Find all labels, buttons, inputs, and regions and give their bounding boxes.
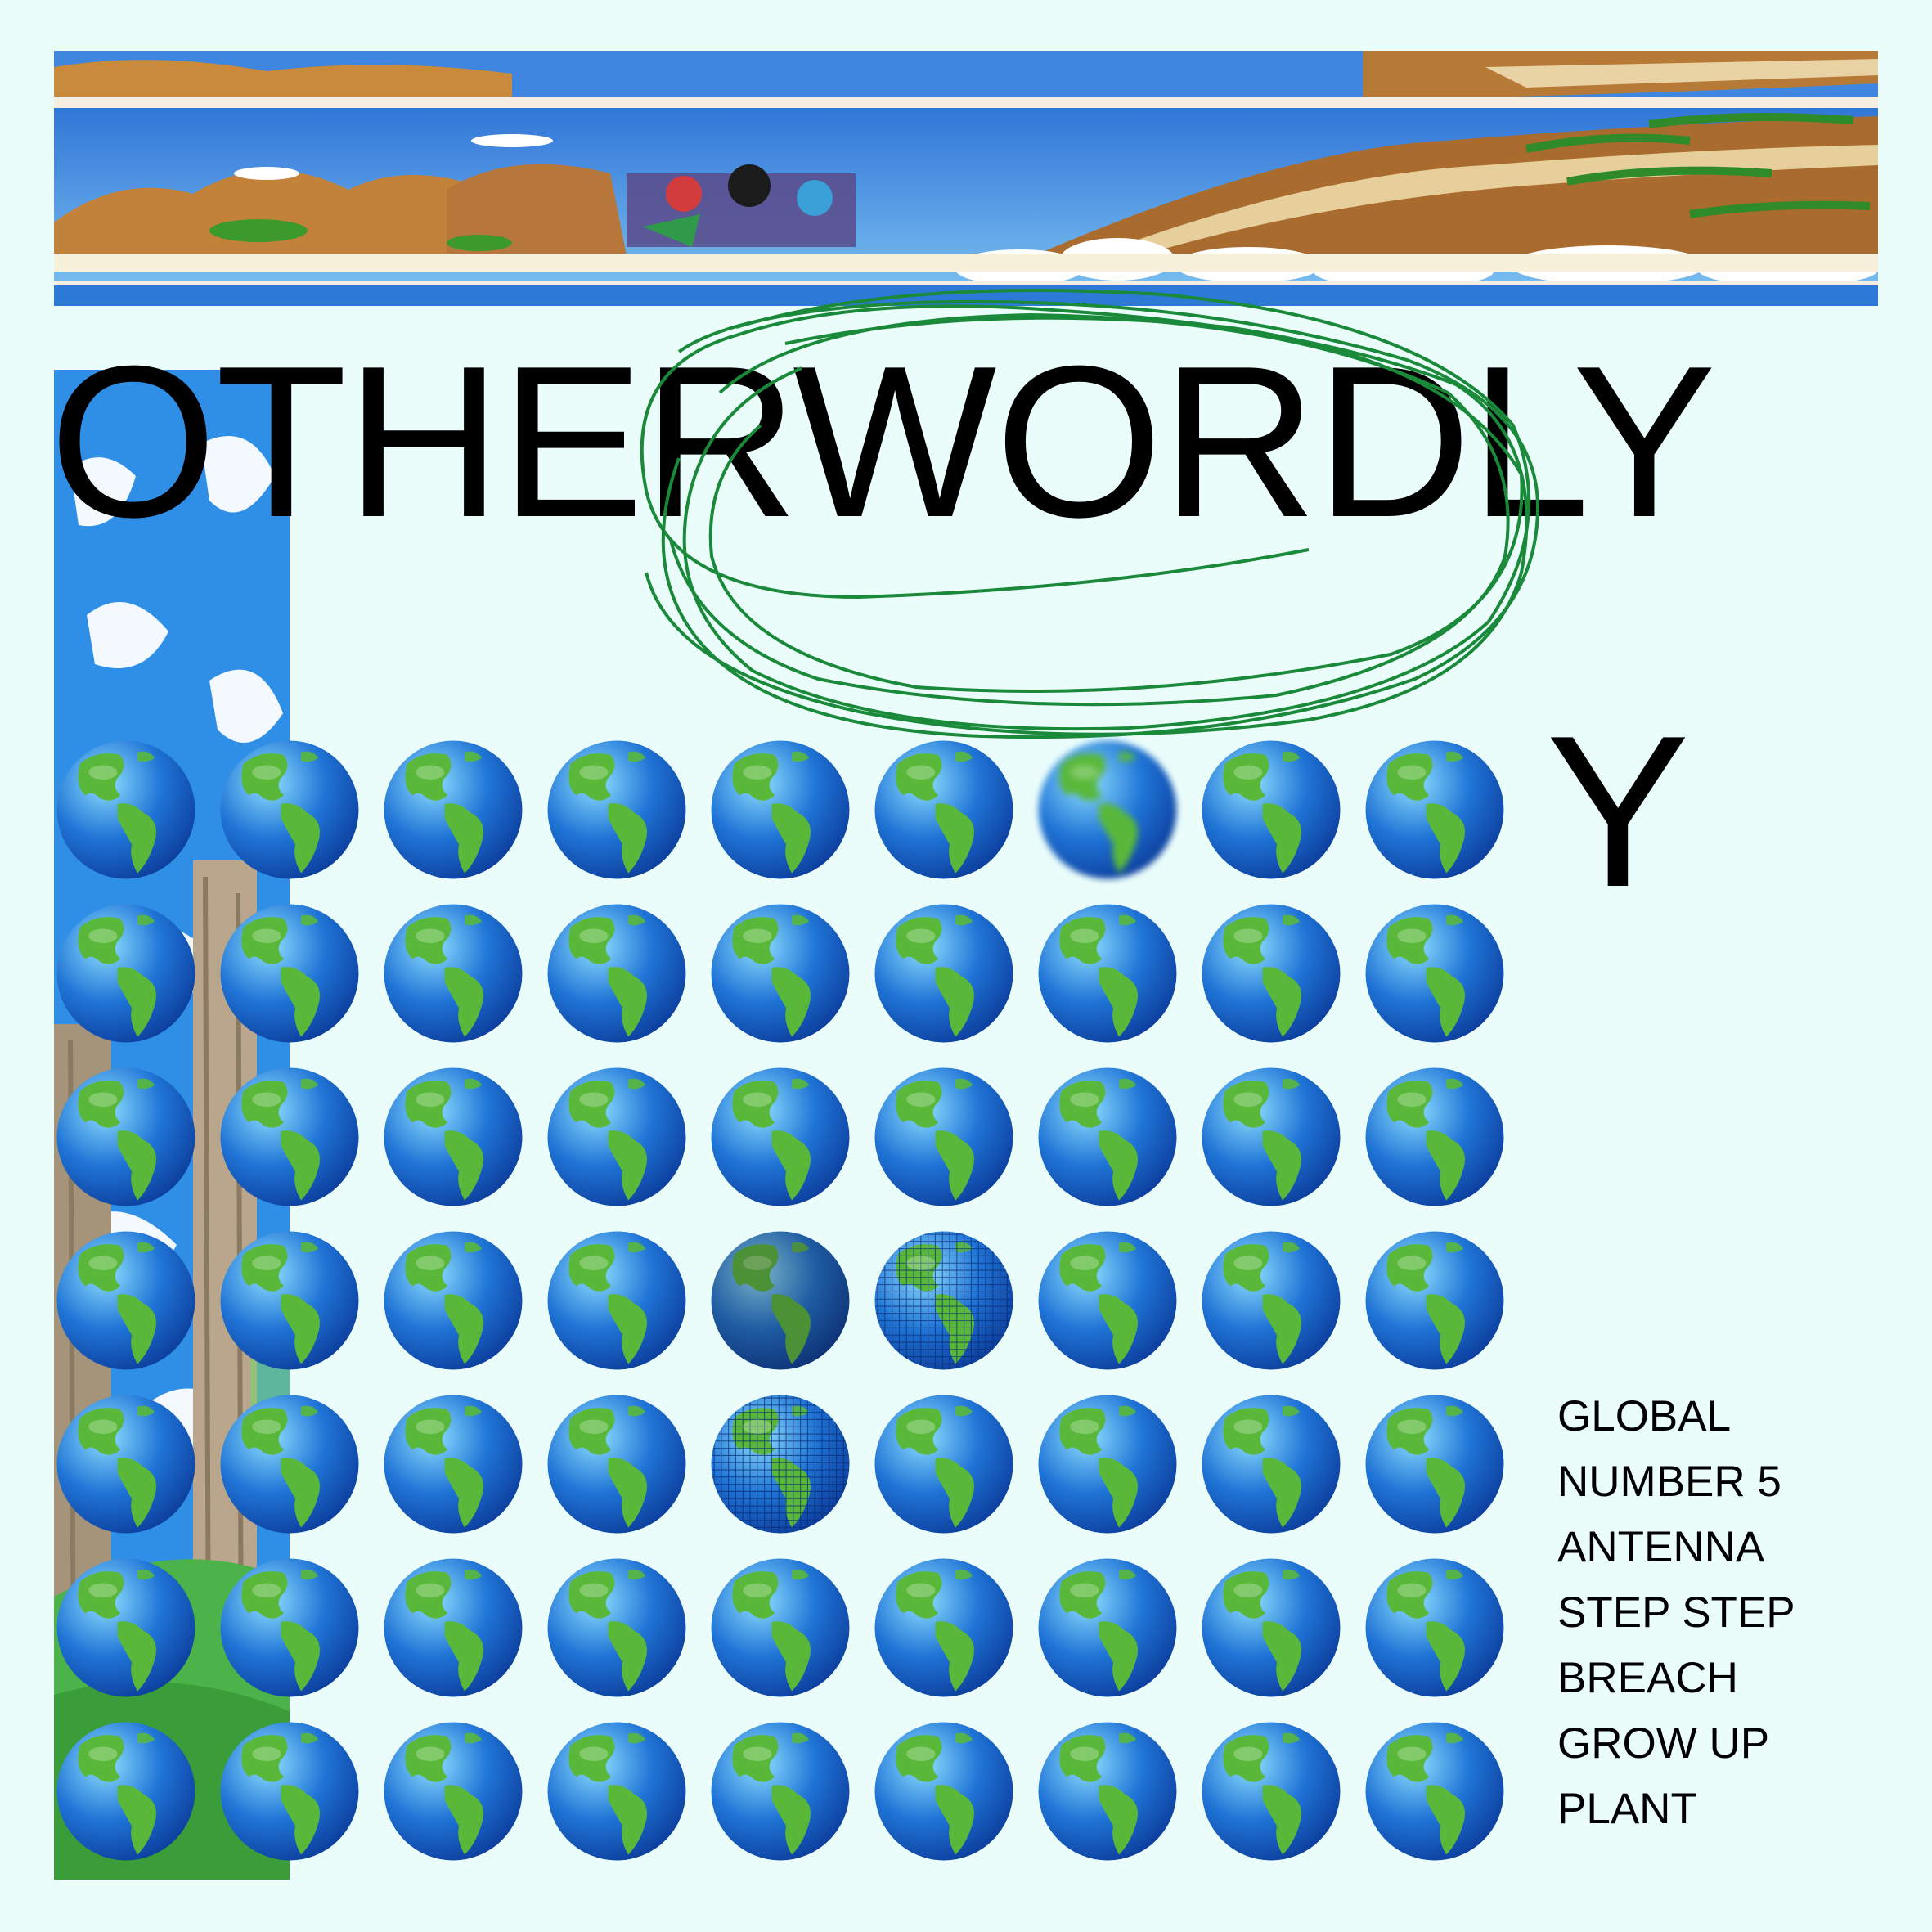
earth-globe-americas-icon bbox=[874, 1558, 1013, 1697]
earth-globe-americas-icon bbox=[711, 1395, 850, 1534]
earth-globe-americas-icon bbox=[384, 1395, 523, 1534]
word-list-item: NUMBER 5 bbox=[1557, 1458, 1781, 1506]
earth-globe-americas-icon bbox=[384, 1231, 523, 1370]
earth-globe-americas-icon bbox=[1202, 1067, 1341, 1206]
earth-globe-americas-icon bbox=[1365, 1231, 1504, 1370]
earth-globe-americas-icon bbox=[1038, 1722, 1177, 1861]
word-list-item: GROW UP bbox=[1557, 1719, 1770, 1768]
earth-globe-americas-icon bbox=[1202, 1558, 1341, 1697]
word-list-item: PLANT bbox=[1557, 1785, 1697, 1833]
earth-globe-americas-icon bbox=[711, 1722, 850, 1861]
earth-globe-americas-icon bbox=[711, 1231, 850, 1370]
word-list-item: BREACH bbox=[1557, 1654, 1738, 1702]
earth-globe-americas-icon bbox=[1202, 1722, 1341, 1861]
earth-globe-americas-icon bbox=[874, 740, 1013, 879]
earth-globe-americas-icon bbox=[874, 904, 1013, 1043]
earth-globe-americas-icon bbox=[874, 1231, 1013, 1370]
earth-globe-americas-icon bbox=[384, 1722, 523, 1861]
earth-globe-americas-icon bbox=[711, 904, 850, 1043]
word-list: GLOBAL NUMBER 5 ANTENNA STEP STEP BREACH GROW… bbox=[1557, 1384, 1795, 1842]
earth-globe-americas-icon bbox=[220, 1395, 359, 1534]
earth-globe-americas-icon bbox=[1202, 1395, 1341, 1534]
earth-globe-americas-icon bbox=[1365, 1558, 1504, 1697]
earth-globe-americas-icon bbox=[1365, 1067, 1504, 1206]
earth-globe-americas-icon bbox=[220, 740, 359, 879]
earth-globe-americas-icon bbox=[56, 740, 195, 879]
earth-globe-americas-icon bbox=[1202, 1231, 1341, 1370]
earth-globe-americas-icon bbox=[711, 740, 850, 879]
earth-globe-americas-icon bbox=[1038, 740, 1177, 879]
word-list-item: ANTENNA bbox=[1557, 1523, 1765, 1571]
earth-globe-americas-icon bbox=[1038, 1067, 1177, 1206]
earth-globe-americas-icon bbox=[1038, 1558, 1177, 1697]
earth-globe-americas-icon bbox=[547, 1558, 686, 1697]
earth-globe-americas-icon bbox=[1202, 740, 1341, 879]
earth-globe-americas-icon bbox=[56, 904, 195, 1043]
earth-globe-americas-icon bbox=[1365, 1395, 1504, 1534]
earth-globe-americas-icon bbox=[1038, 1395, 1177, 1534]
earth-globe-americas-icon bbox=[384, 904, 523, 1043]
landscape-banner-image bbox=[54, 51, 1878, 306]
earth-globe-americas-icon bbox=[547, 1395, 686, 1534]
earth-globe-americas-icon bbox=[1038, 904, 1177, 1043]
earth-globe-americas-icon bbox=[711, 1558, 850, 1697]
earth-globe-americas-icon bbox=[547, 1722, 686, 1861]
earth-globe-americas-icon bbox=[711, 1067, 850, 1206]
earth-globe-americas-icon bbox=[1365, 904, 1504, 1043]
earth-globe-americas-icon bbox=[56, 1231, 195, 1370]
earth-globe-americas-icon bbox=[56, 1722, 195, 1861]
earth-globe-americas-icon bbox=[384, 1558, 523, 1697]
earth-globe-americas-icon bbox=[220, 1558, 359, 1697]
earth-globe-americas-icon bbox=[1038, 1231, 1177, 1370]
earth-globe-americas-icon bbox=[1365, 1722, 1504, 1861]
earth-globe-americas-icon bbox=[220, 1231, 359, 1370]
earth-globe-americas-icon bbox=[1365, 740, 1504, 879]
globe-grid bbox=[54, 738, 1507, 1863]
earth-globe-americas-icon bbox=[56, 1558, 195, 1697]
earth-globe-americas-icon bbox=[874, 1395, 1013, 1534]
word-list-item: GLOBAL bbox=[1557, 1392, 1732, 1440]
earth-globe-americas-icon bbox=[220, 1722, 359, 1861]
word-list-item: STEP STEP bbox=[1557, 1588, 1795, 1637]
earth-globe-americas-icon bbox=[874, 1067, 1013, 1206]
earth-globe-americas-icon bbox=[1202, 904, 1341, 1043]
earth-globe-americas-icon bbox=[384, 740, 523, 879]
earth-globe-americas-icon bbox=[874, 1722, 1013, 1861]
earth-globe-americas-icon bbox=[547, 904, 686, 1043]
earth-globe-americas-icon bbox=[220, 904, 359, 1043]
lone-letter: Y bbox=[1546, 690, 1691, 932]
earth-globe-americas-icon bbox=[384, 1067, 523, 1206]
earth-globe-americas-icon bbox=[56, 1067, 195, 1206]
earth-globe-americas-icon bbox=[547, 740, 686, 879]
earth-globe-americas-icon bbox=[547, 1067, 686, 1206]
earth-globe-americas-icon bbox=[56, 1395, 195, 1534]
earth-globe-americas-icon bbox=[220, 1067, 359, 1206]
earth-globe-americas-icon bbox=[547, 1231, 686, 1370]
page-title: OTHERWORDLY bbox=[49, 321, 1716, 562]
